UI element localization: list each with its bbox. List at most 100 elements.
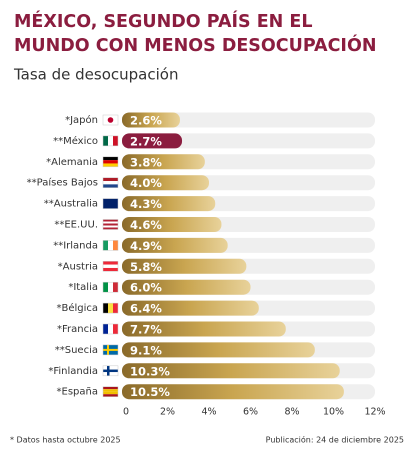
category-label: *Bélgica (56, 302, 98, 314)
flag (103, 223, 118, 226)
flag-border (102, 302, 119, 314)
x-tick-label: 2% (160, 407, 175, 418)
flag-border (102, 323, 119, 335)
bar (122, 133, 183, 149)
value-label: 5.8% (130, 260, 162, 274)
flag (103, 181, 118, 185)
bar (122, 217, 222, 232)
flag (103, 394, 118, 397)
flag-border (102, 386, 119, 397)
flag (103, 386, 118, 390)
flag (107, 117, 114, 123)
bar (122, 384, 344, 400)
value-label: 4.6% (130, 218, 162, 232)
bar (122, 237, 228, 253)
value-label: 10.5% (130, 385, 170, 399)
flag-border (102, 240, 119, 251)
category-label: **EE.UU. (54, 220, 98, 231)
flag (103, 156, 118, 161)
flag-border (102, 281, 119, 293)
bar (122, 154, 205, 170)
flag-border (102, 114, 119, 126)
flag (103, 324, 108, 334)
chart-subtitle: Tasa de desocupación (13, 66, 178, 84)
x-tick-label: 4% (201, 407, 216, 418)
flag (103, 261, 118, 265)
flag (113, 282, 118, 293)
value-label: 4.0% (130, 176, 162, 190)
flag (103, 184, 118, 188)
flag (103, 160, 118, 164)
value-label: 2.7% (130, 134, 162, 148)
flag (113, 135, 118, 146)
flag (103, 225, 118, 228)
flag (103, 389, 118, 392)
flag (103, 177, 118, 182)
value-label: 10.3% (130, 364, 170, 378)
category-label: *Italia (68, 282, 98, 293)
value-label: 6.0% (130, 281, 162, 295)
bar (122, 258, 247, 274)
flag (103, 163, 118, 167)
x-tick-label: 8% (284, 407, 299, 418)
value-label: 9.1% (130, 343, 162, 357)
flag-border (102, 344, 119, 356)
flag-border (102, 177, 119, 188)
flag-border (102, 261, 119, 272)
bar (122, 342, 315, 358)
x-tick-label: 0 (123, 407, 129, 418)
value-label: 3.8% (130, 155, 162, 169)
bar (122, 321, 286, 337)
flag (103, 348, 118, 351)
flag (103, 282, 108, 293)
value-label: 4.3% (130, 197, 162, 211)
value-label: 2.6% (130, 114, 162, 128)
bar (122, 300, 259, 316)
flag (103, 135, 108, 146)
publication-note: Publicación: 24 de diciembre 2025 (266, 435, 404, 445)
flag (103, 198, 118, 209)
bar (122, 175, 209, 191)
flag (108, 135, 113, 146)
flag (108, 303, 113, 314)
flag-border (102, 156, 119, 168)
flag (103, 219, 118, 222)
category-label: **Irlanda (53, 240, 98, 251)
x-tick-label: 10% (323, 407, 344, 418)
category-label: **Países Bajos (27, 177, 98, 189)
category-label: **Australia (44, 199, 98, 210)
flag (108, 324, 113, 334)
chart-title: MÉXICO, SEGUNDO PAÍS EN EL (14, 10, 313, 32)
flag-border (102, 198, 119, 209)
category-label: *Francia (57, 324, 98, 335)
x-tick-label: 12% (364, 407, 385, 418)
bar-track (122, 133, 375, 149)
bar (122, 363, 340, 379)
value-label: 7.7% (130, 323, 162, 337)
flag (103, 267, 118, 272)
flag (103, 240, 108, 251)
flag (103, 391, 118, 395)
category-label: *Japón (65, 114, 98, 126)
flag (108, 282, 113, 293)
category-label: *Alemania (46, 157, 98, 168)
flag (103, 369, 118, 373)
flag (108, 240, 113, 251)
value-label: 4.9% (130, 239, 162, 253)
category-label: **México (53, 135, 98, 147)
flag (113, 240, 118, 251)
category-label: **Suecia (55, 345, 98, 356)
flag-border (102, 365, 119, 377)
bar-track (122, 112, 375, 128)
chart-title: MUNDO CON MENOS DESOCUPACIÓN (14, 34, 376, 56)
bar (122, 112, 180, 128)
flag-border (102, 219, 119, 230)
flag (103, 227, 118, 230)
flag (103, 221, 118, 224)
value-label: 6.4% (130, 302, 162, 316)
flag-border (102, 135, 119, 147)
x-tick-label: 6% (243, 407, 258, 418)
flag (113, 324, 118, 334)
category-label: *Finlandia (48, 366, 98, 377)
